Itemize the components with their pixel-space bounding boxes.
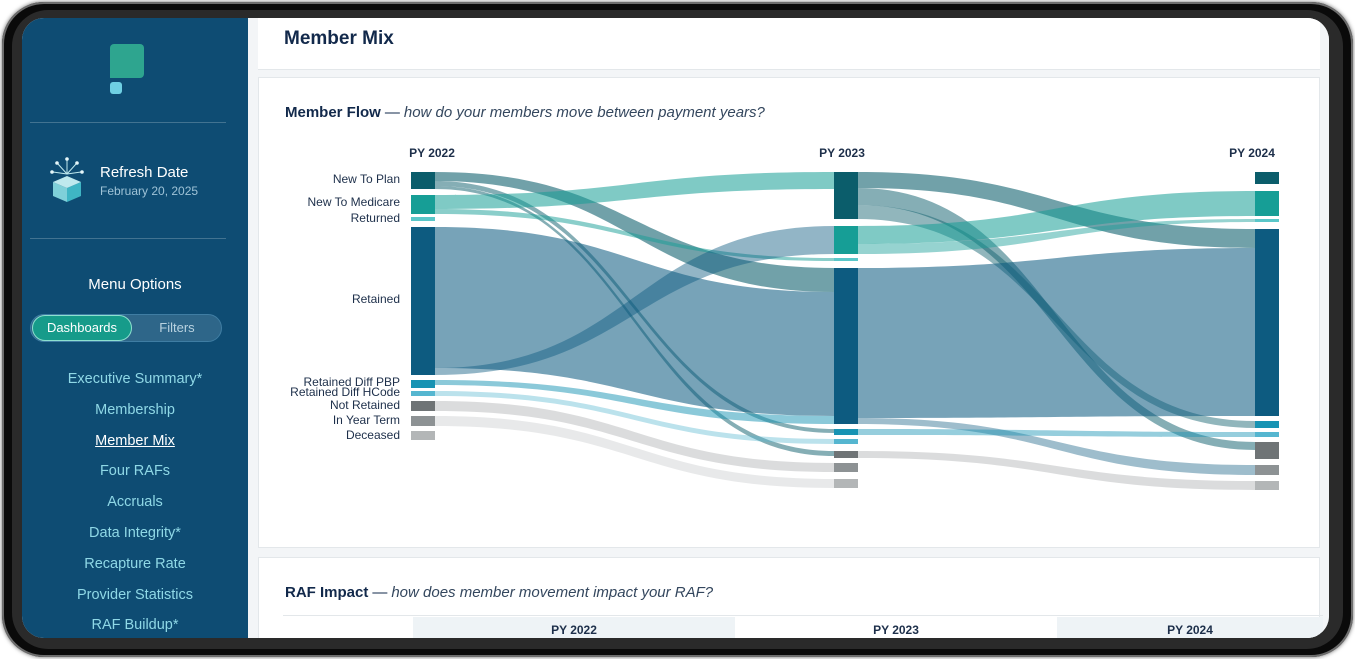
- sankey-flow-2022-2023-4: [435, 209, 834, 261]
- year-label-py2023: PY 2023: [819, 146, 865, 160]
- refresh-date-title: Refresh Date: [100, 164, 189, 181]
- sankey-node-not-retained-py2022: [411, 401, 435, 411]
- sankey-node-new-to-medicare-py2023: [834, 226, 858, 254]
- raf-impact-table: PY 2022 PY 2023 PY 2024: [283, 615, 1323, 638]
- sankey-node-returned-py2024: [1255, 219, 1279, 222]
- sankey-flow-2022-2023-10: [435, 416, 834, 488]
- refresh-book-icon: [50, 157, 84, 202]
- nav-accruals[interactable]: Accruals: [107, 494, 163, 511]
- sankey-node-in-year-term-py2024: [1255, 465, 1279, 475]
- node-label-in-year-term: In Year Term: [333, 413, 400, 427]
- raf-impact-title: RAF Impact: [285, 584, 369, 601]
- node-label-retained-diff-pbp: Retained Diff PBP: [304, 375, 401, 389]
- sankey-flow-2022-2023-0: [435, 172, 834, 292]
- refresh-date-block: Refresh Date February 20, 2025: [50, 156, 230, 206]
- raf-col-py2022: PY 2022: [413, 617, 735, 638]
- sankey-node-new-to-plan-py2024: [1255, 172, 1279, 184]
- nav-member-mix[interactable]: Member Mix: [95, 432, 175, 449]
- sankey-node-in-year-term-py2022: [411, 416, 435, 426]
- sankey-flow-2022-2023-7: [435, 380, 834, 424]
- sankey-node-in-year-term-py2023: [834, 463, 858, 472]
- page-header: Member Mix: [258, 18, 1320, 70]
- raf-impact-card: RAF Impact — how does member movement impa…: [258, 557, 1323, 638]
- sidebar-divider: [30, 122, 226, 123]
- raf-col-py2023: PY 2023: [735, 617, 1057, 638]
- sidebar-divider: [30, 238, 226, 239]
- node-label-new-to-medicare: New To Medicare: [308, 195, 401, 209]
- sankey-flow-2023-2024-8: [858, 451, 1255, 490]
- member-flow-title: Member Flow: [285, 104, 381, 121]
- app-logo: [108, 44, 144, 98]
- sankey-node-retained-diff-pbp-py2023: [834, 429, 858, 435]
- sankey-flow-2022-2023-8: [435, 391, 834, 444]
- sankey-node-retained-diff-hcode-py2024: [1255, 432, 1279, 437]
- sankey-node-new-to-plan-py2023: [834, 172, 858, 219]
- node-label-deceased: Deceased: [346, 428, 400, 442]
- sankey-flow-2022-2023-6: [435, 226, 834, 375]
- raf-col-py2024: PY 2024: [1057, 617, 1323, 638]
- raf-impact-subtitle: how does member movement impact your RAF…: [391, 584, 714, 601]
- sankey-flow-2022-2023-9: [435, 401, 834, 472]
- nav-provider-statistics[interactable]: Provider Statistics: [76, 586, 194, 603]
- page-title: Member Mix: [284, 28, 394, 49]
- sankey-node-returned-py2022: [411, 217, 435, 221]
- sankey-node-deceased-py2023: [834, 479, 858, 488]
- sankey-node-deceased-py2022: [411, 431, 435, 440]
- sankey-node-new-to-plan-py2022: [411, 172, 435, 189]
- sankey-node-returned-py2023: [834, 258, 858, 261]
- sankey-flows: [435, 172, 1255, 490]
- year-label-py2024: PY 2024: [1229, 146, 1275, 160]
- node-label-new-to-plan: New To Plan: [333, 172, 400, 186]
- sankey-node-retained-diff-hcode-py2023: [834, 439, 858, 444]
- toggle-dashboards[interactable]: Dashboards: [32, 315, 132, 341]
- main-content: Member Mix Member Flow — how do your membe…: [248, 18, 1329, 638]
- sankey-node-retained-py2024: [1255, 229, 1279, 416]
- member-flow-card: Member Flow — how do your members move bet…: [258, 77, 1320, 548]
- node-label-retained: Retained: [352, 292, 400, 306]
- sankey-node-new-to-medicare-py2024: [1255, 191, 1279, 216]
- node-label-not-retained: Not Retained: [330, 398, 400, 412]
- sankey-node-retained-diff-pbp-py2022: [411, 380, 435, 388]
- sankey-node-not-retained-py2023: [834, 451, 858, 458]
- sankey-node-deceased-py2024: [1255, 481, 1279, 490]
- sankey-node-retained-py2023: [834, 268, 858, 424]
- node-label-retained-diff-hcode: Retained Diff HCode: [290, 385, 400, 399]
- sankey-node-new-to-medicare-py2022: [411, 195, 435, 214]
- nav-membership[interactable]: Membership: [95, 401, 175, 418]
- sankey-flow-2023-2024-5: [858, 248, 1255, 418]
- sankey-flow-2022-2023-3: [435, 172, 834, 209]
- sankey-flow-2023-2024-7: [858, 429, 1255, 437]
- app-screen: Refresh Date February 20, 2025 Menu Opti…: [22, 18, 1329, 638]
- nav-recapture-rate[interactable]: Recapture Rate: [84, 555, 186, 572]
- member-flow-heading: Member Flow — how do your members move bet…: [285, 104, 765, 121]
- dashboards-filters-toggle: Dashboards Filters: [30, 314, 222, 342]
- nav-data-integrity[interactable]: Data Integrity*: [89, 524, 181, 541]
- sankey-flow-2023-2024-4: [858, 219, 1255, 254]
- sankey-node-retained-py2022: [411, 227, 435, 375]
- nav-four-rafs[interactable]: Four RAFs: [99, 463, 171, 480]
- node-label-returned: Returned: [351, 211, 400, 225]
- sankey-node-retained-diff-pbp-py2024: [1255, 421, 1279, 428]
- nav-executive-summary[interactable]: Executive Summary*: [67, 371, 203, 387]
- sidebar-nav: Executive Summary* Membership Member Mix…: [22, 368, 248, 638]
- menu-options-title: Menu Options: [88, 276, 182, 293]
- member-flow-subtitle: how do your members move between payment…: [403, 104, 765, 121]
- raf-impact-heading: RAF Impact — how does member movement impa…: [285, 584, 714, 601]
- year-label-py2022: PY 2022: [409, 146, 455, 160]
- sankey-flow-2023-2024-3: [858, 191, 1255, 244]
- nav-raf-buildup[interactable]: RAF Buildup*: [91, 617, 179, 634]
- sidebar: Refresh Date February 20, 2025 Menu Opti…: [22, 18, 248, 638]
- sankey-flow-2023-2024-6: [858, 418, 1255, 475]
- toggle-filters[interactable]: Filters: [159, 320, 195, 335]
- sankey-flow-2022-2023-5: [435, 227, 834, 416]
- sankey-node-retained-diff-hcode-py2022: [411, 391, 435, 396]
- sankey-node-not-retained-py2024: [1255, 442, 1279, 459]
- sankey-nodes: [411, 172, 1279, 490]
- member-flow-sankey: PY 2022 PY 2023 PY 2024 New To Plan New …: [290, 146, 1279, 490]
- refresh-date-value: February 20, 2025: [100, 184, 199, 198]
